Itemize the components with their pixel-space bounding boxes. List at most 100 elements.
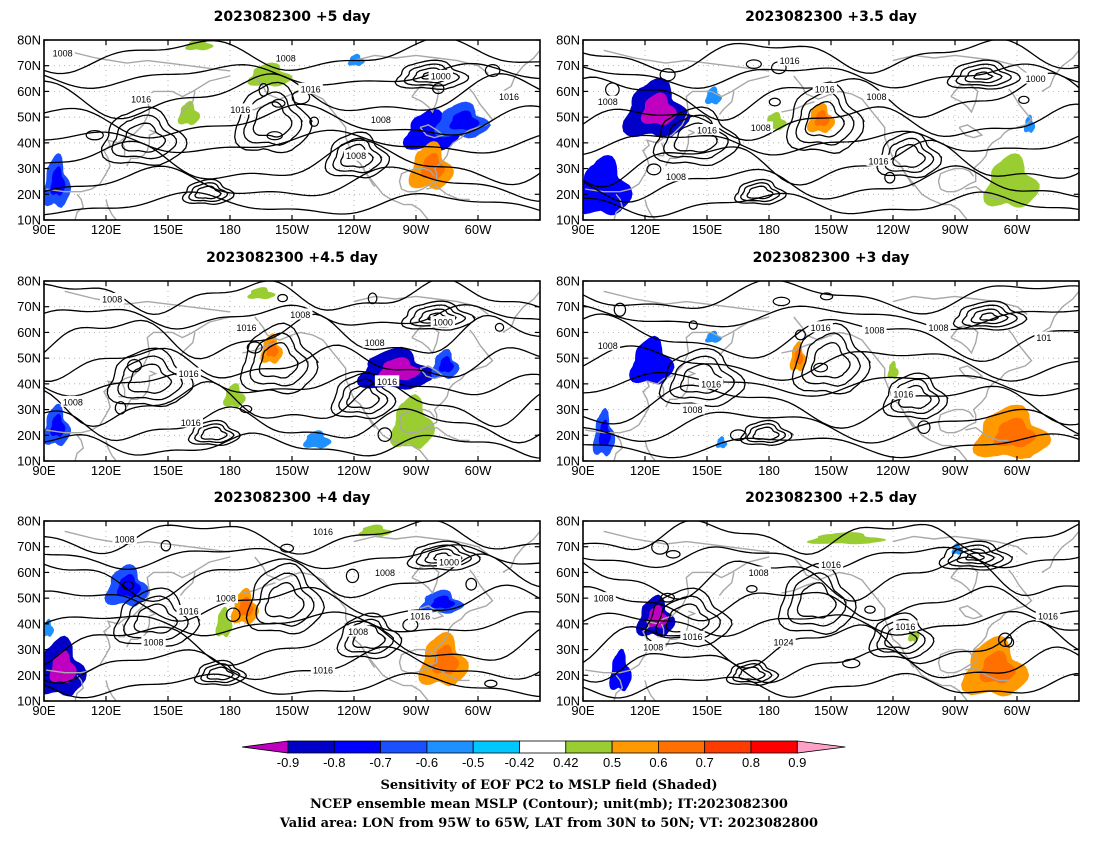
mslp-cell-contour (777, 562, 857, 635)
contour-label: 1000 (439, 558, 459, 568)
mslp-cell-contour (732, 663, 773, 684)
mslp-small-contour (225, 607, 241, 623)
contour-label: 1008 (290, 310, 310, 320)
mslp-small-contour (345, 568, 360, 584)
coastline (46, 316, 231, 434)
contour-label: 101 (1036, 333, 1051, 343)
coastline (254, 316, 430, 461)
contour-label-bg (343, 149, 369, 161)
contour-label: 1000 (1026, 74, 1046, 84)
lon-label: 150E (153, 222, 184, 237)
contour-label-bg (178, 416, 203, 428)
contour-label: 1016 (313, 666, 333, 676)
sensitivity-shading (215, 606, 233, 638)
contour-label: 1016 (179, 369, 199, 379)
contour-label: 1008 (216, 594, 236, 604)
mslp-small-contour (917, 420, 931, 435)
lat-label: 10N (17, 454, 41, 469)
lat-label: 30N (17, 642, 41, 657)
coastline (179, 91, 196, 116)
mslp-cell-contour (245, 562, 325, 635)
lon-label: 60W (465, 703, 492, 718)
mslp-small-contour (465, 577, 478, 591)
mslp-cell-contour (965, 552, 985, 561)
coastline (118, 142, 126, 157)
contour-label: 1008 (598, 341, 618, 351)
lon-label: 60W (1004, 703, 1031, 718)
colorbar-tick-label: -0.42 (505, 755, 535, 770)
mslp-contour (44, 610, 540, 637)
lat-label: 40N (556, 135, 580, 150)
mslp-contour (583, 371, 1079, 397)
lat-label: 30N (556, 402, 580, 417)
lon-label: 120W (876, 463, 911, 478)
lon-label: 150W (275, 222, 310, 237)
sensitivity-shading (247, 287, 276, 300)
lat-label: 30N (17, 161, 41, 176)
lat-label: 20N (17, 187, 41, 202)
contour-label-bg (926, 321, 951, 333)
lon-label: 60W (1004, 222, 1031, 237)
contour-label-bg (372, 566, 398, 578)
colorbar-tick-label: 0.5 (603, 755, 621, 770)
mslp-cell-contour (255, 572, 315, 627)
coastline (965, 185, 1009, 201)
mslp-cell-contour (964, 67, 1004, 84)
mslp-cell-contour (663, 114, 730, 160)
lon-label: 120W (337, 703, 372, 718)
coastline (718, 91, 735, 116)
lat-label: 60N (556, 565, 580, 580)
lon-label: 180 (758, 703, 780, 718)
lon-label: 120W (876, 703, 911, 718)
mslp-contour (583, 521, 1079, 555)
mslp-contour (583, 672, 1079, 699)
mslp-small-contour (246, 341, 263, 354)
mslp-contour (44, 646, 540, 684)
lat-label: 10N (17, 213, 41, 228)
lat-label: 40N (556, 376, 580, 391)
contour-label-bg (496, 90, 522, 102)
contour-label: 1008 (115, 535, 135, 545)
contour-label: 1008 (102, 295, 122, 305)
coastline (613, 434, 624, 461)
mslp-cell-contour (239, 322, 320, 395)
mslp-small-contour (1018, 95, 1030, 105)
coastline (502, 290, 540, 333)
mslp-small-contour (258, 83, 269, 97)
contour-label: 1016 (230, 105, 250, 115)
contour-label: 1016 (410, 612, 430, 622)
colorbar-segment (658, 740, 706, 754)
mslp-contour (583, 130, 1079, 156)
mslp-cell-contour (796, 582, 837, 619)
mslp-contour (583, 646, 1079, 684)
contour-label: 1000 (433, 318, 453, 328)
contour-label: 1016 (131, 95, 151, 105)
contour-label: 1016 (1038, 612, 1058, 622)
mslp-small-contour (659, 68, 676, 82)
coastline (359, 644, 376, 669)
lat-label: 60N (556, 325, 580, 340)
colorbar-segment (519, 740, 567, 754)
contour-label-bg (310, 525, 336, 537)
contour-label-bg (213, 592, 239, 604)
lat-label: 50N (556, 591, 580, 606)
mslp-cell-contour (746, 185, 774, 200)
contour-label: 1016 (893, 390, 913, 400)
mslp-small-contour (277, 293, 288, 303)
lat-label: 40N (17, 616, 41, 631)
mslp-cell-contour (787, 572, 847, 627)
mslp-cell-contour (193, 659, 248, 686)
contour-label-bg (818, 558, 844, 570)
mslp-cell-contour (200, 426, 228, 441)
coastline (793, 75, 969, 220)
lat-label: 10N (17, 694, 41, 709)
mslp-small-contour (665, 549, 681, 559)
mslp-cell-contour (947, 544, 1005, 568)
contour-label: 1008 (751, 123, 771, 133)
coastline (74, 193, 85, 220)
sensitivity-shading (705, 330, 722, 343)
sensitivity-shading (303, 430, 332, 449)
contour-label-bg (368, 113, 394, 125)
mslp-small-contour (1004, 636, 1015, 648)
